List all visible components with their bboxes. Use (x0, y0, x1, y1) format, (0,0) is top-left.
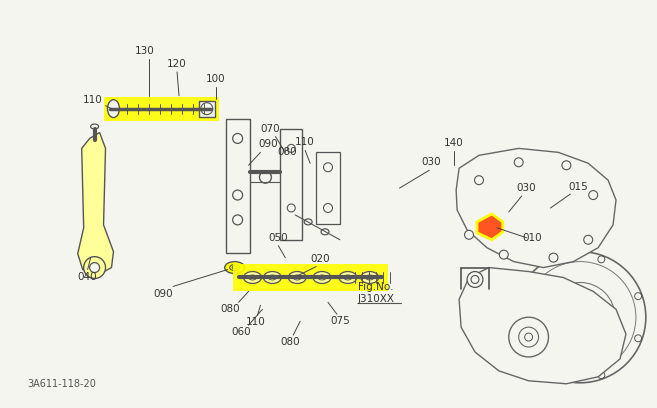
Circle shape (499, 250, 509, 259)
Text: 015: 015 (568, 182, 588, 192)
Ellipse shape (318, 275, 326, 280)
Circle shape (89, 263, 100, 273)
Ellipse shape (230, 264, 240, 271)
Bar (226, 119, 250, 253)
Circle shape (323, 204, 332, 213)
Text: 060: 060 (232, 327, 252, 337)
Text: 090: 090 (259, 140, 278, 149)
Ellipse shape (304, 219, 312, 225)
Ellipse shape (244, 272, 261, 284)
Circle shape (514, 158, 523, 167)
Ellipse shape (293, 275, 301, 280)
Bar (104, 97, 219, 121)
Ellipse shape (366, 275, 374, 280)
Circle shape (83, 257, 106, 279)
Ellipse shape (91, 124, 99, 129)
Bar (233, 264, 388, 291)
Text: 050: 050 (269, 233, 288, 243)
Text: 080: 080 (277, 147, 297, 157)
Text: 110: 110 (295, 137, 315, 147)
Ellipse shape (248, 275, 256, 280)
Circle shape (518, 327, 539, 347)
Ellipse shape (288, 272, 306, 284)
Text: 020: 020 (310, 254, 330, 264)
Ellipse shape (232, 266, 237, 269)
Text: 080: 080 (281, 337, 300, 347)
Polygon shape (456, 149, 616, 268)
Ellipse shape (361, 272, 378, 284)
Bar (199, 101, 215, 117)
Text: 075: 075 (330, 316, 350, 326)
Circle shape (233, 215, 242, 225)
Ellipse shape (321, 229, 329, 235)
Ellipse shape (313, 272, 331, 284)
Circle shape (467, 272, 483, 287)
Ellipse shape (339, 272, 357, 284)
Ellipse shape (225, 262, 244, 273)
Text: 030: 030 (422, 157, 441, 167)
Bar (281, 129, 302, 240)
Text: 110: 110 (246, 317, 265, 327)
Text: 070: 070 (261, 124, 281, 133)
Circle shape (474, 176, 484, 185)
Circle shape (323, 163, 332, 172)
Text: 080: 080 (221, 304, 240, 314)
Text: 120: 120 (167, 59, 187, 69)
Text: 090: 090 (153, 289, 173, 299)
Circle shape (287, 144, 295, 152)
Text: 110: 110 (83, 95, 102, 105)
Circle shape (549, 253, 558, 262)
Polygon shape (78, 133, 114, 275)
Bar (316, 152, 340, 224)
Ellipse shape (344, 275, 352, 280)
Circle shape (233, 190, 242, 200)
Circle shape (233, 133, 242, 144)
Circle shape (260, 171, 271, 183)
Text: Fig.No.: Fig.No. (358, 282, 394, 293)
Circle shape (509, 317, 549, 357)
Text: 140: 140 (444, 138, 464, 149)
Text: J310XX: J310XX (358, 294, 395, 304)
Text: 130: 130 (135, 46, 154, 56)
Text: 030: 030 (517, 183, 537, 193)
Text: 010: 010 (523, 233, 543, 243)
Circle shape (287, 204, 295, 212)
Ellipse shape (269, 275, 277, 280)
Ellipse shape (263, 272, 281, 284)
Polygon shape (477, 214, 503, 240)
Circle shape (589, 191, 598, 200)
Circle shape (201, 103, 213, 115)
Text: 3A611-118-20: 3A611-118-20 (27, 379, 96, 389)
Circle shape (584, 235, 593, 244)
Text: 040: 040 (78, 273, 97, 282)
Polygon shape (459, 268, 626, 384)
Text: 100: 100 (206, 74, 225, 84)
Ellipse shape (108, 100, 120, 118)
Circle shape (464, 231, 474, 239)
Circle shape (562, 161, 571, 170)
